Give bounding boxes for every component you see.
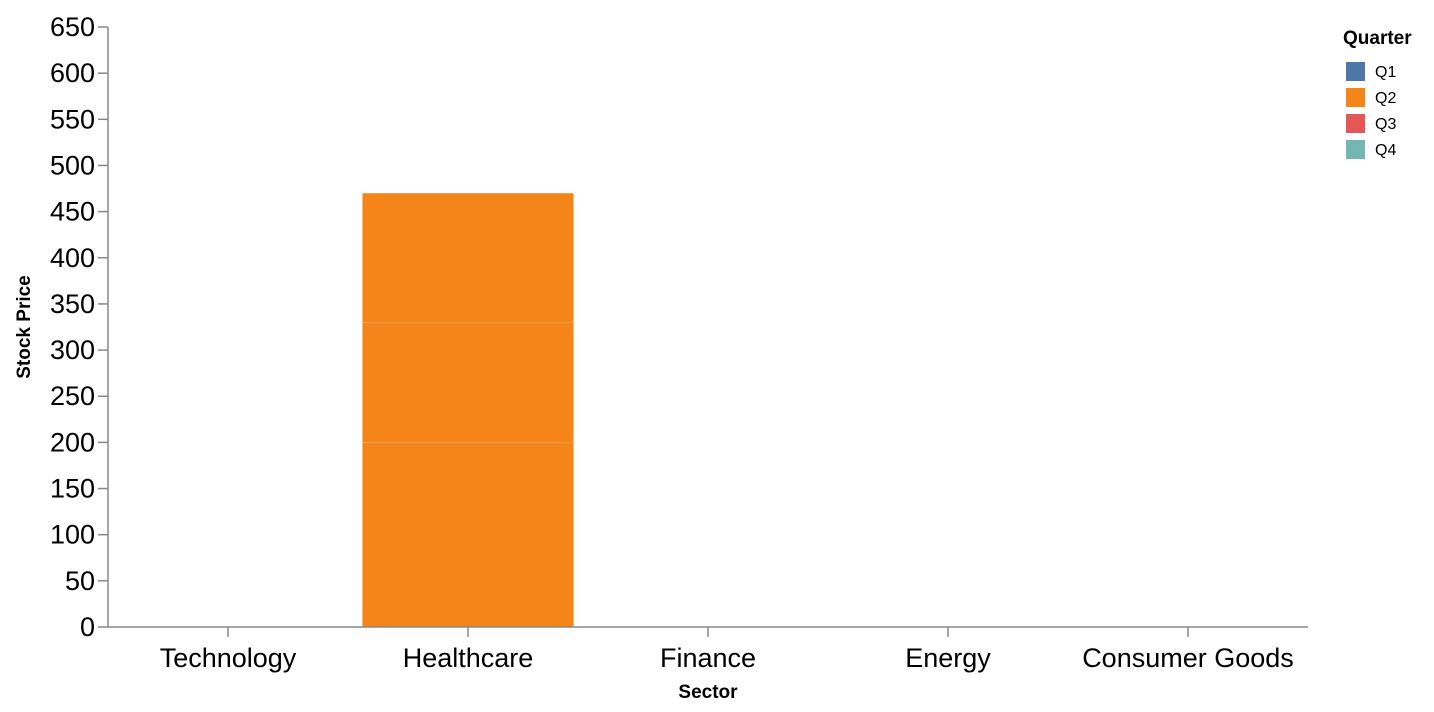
bar-healthcare-q2-segment-2 [362,322,574,443]
y-tick-label: 100 [50,520,95,550]
legend-label-q1: Q1 [1375,64,1396,81]
y-tick-label: 0 [80,612,95,642]
x-tick-label: Energy [905,643,991,673]
y-tick-label: 50 [65,566,95,596]
legend-title: Quarter [1343,28,1412,49]
y-axis: 0 50 100 150 200 250 300 350 400 450 500 550 600 650 [50,12,109,642]
y-axis-title: Stock Price [14,275,35,379]
x-tick-label: Technology [160,643,297,673]
y-tick-label: 500 [50,150,95,180]
bars-layer [362,192,574,628]
y-tick-label: 600 [50,58,95,88]
y-tick-label: 400 [50,243,95,273]
legend-swatch-q4 [1346,140,1365,159]
y-tick-label: 250 [50,381,95,411]
bar-healthcare-q2-segment-1 [362,442,574,628]
x-axis: Technology Healthcare Finance Energy Consume… [108,626,1308,673]
y-tick-label: 650 [50,12,95,42]
y-tick-label: 150 [50,474,95,504]
legend-label-q3: Q3 [1375,116,1396,133]
x-axis-title: Sector [678,682,738,703]
y-tick-label: 200 [50,427,95,457]
y-tick-label: 550 [50,104,95,134]
y-tick-label: 350 [50,289,95,319]
x-tick-label: Consumer Goods [1082,643,1294,673]
y-tick-label: 300 [50,335,95,365]
legend-swatch-q2 [1346,88,1365,107]
x-tick-label: Finance [660,643,756,673]
legend-swatch-q1 [1346,62,1365,81]
bar-healthcare-q2-segment-3 [362,192,574,323]
legend-label-q4: Q4 [1375,142,1396,159]
y-tick-label: 450 [50,197,95,227]
legend: Quarter Q1 Q2 Q3 Q4 [1343,28,1412,159]
x-tick-label: Healthcare [403,643,534,673]
legend-swatch-q3 [1346,114,1365,133]
legend-label-q2: Q2 [1375,90,1396,107]
